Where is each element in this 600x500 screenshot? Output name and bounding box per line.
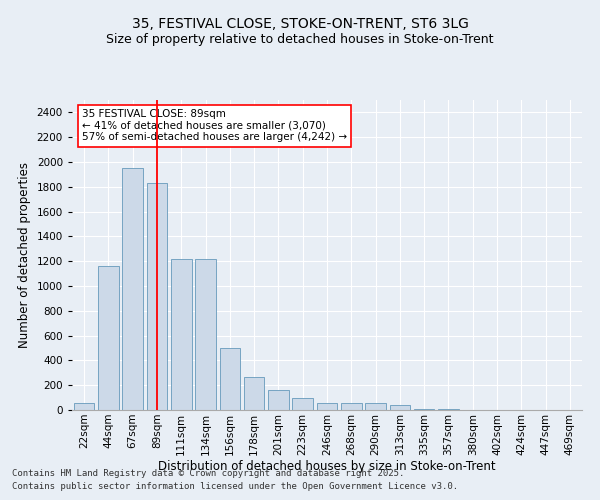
Y-axis label: Number of detached properties: Number of detached properties [18, 162, 31, 348]
Bar [292, 398, 313, 410]
Bar [74, 402, 94, 410]
Bar [171, 258, 191, 410]
Text: Size of property relative to detached houses in Stoke-on-Trent: Size of property relative to detached ho… [106, 32, 494, 46]
Bar [122, 168, 143, 410]
Bar [365, 403, 386, 410]
Bar [195, 258, 216, 410]
Text: 35 FESTIVAL CLOSE: 89sqm
← 41% of detached houses are smaller (3,070)
57% of sem: 35 FESTIVAL CLOSE: 89sqm ← 41% of detach… [82, 110, 347, 142]
Bar [341, 402, 362, 410]
Bar [414, 409, 434, 410]
Bar [389, 405, 410, 410]
Bar [317, 402, 337, 410]
Bar [220, 348, 240, 410]
Text: 35, FESTIVAL CLOSE, STOKE-ON-TRENT, ST6 3LG: 35, FESTIVAL CLOSE, STOKE-ON-TRENT, ST6 … [131, 18, 469, 32]
Bar [98, 266, 119, 410]
X-axis label: Distribution of detached houses by size in Stoke-on-Trent: Distribution of detached houses by size … [158, 460, 496, 473]
Bar [244, 376, 265, 410]
Bar [268, 390, 289, 410]
Text: Contains HM Land Registry data © Crown copyright and database right 2025.: Contains HM Land Registry data © Crown c… [12, 468, 404, 477]
Text: Contains public sector information licensed under the Open Government Licence v3: Contains public sector information licen… [12, 482, 458, 491]
Bar [146, 183, 167, 410]
